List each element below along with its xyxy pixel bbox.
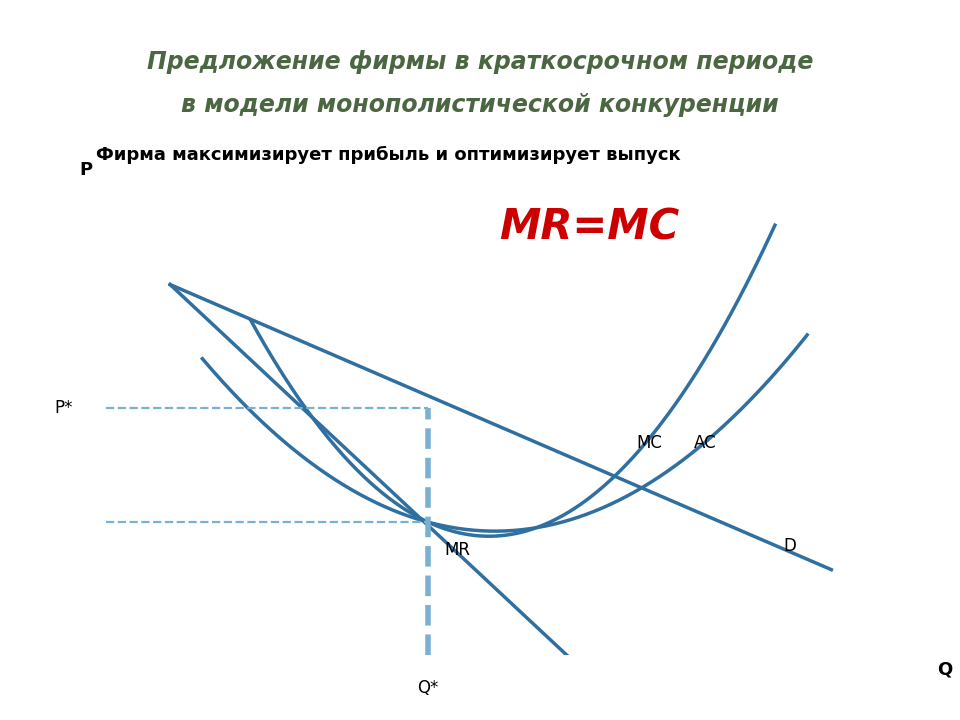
Text: P: P — [79, 161, 92, 179]
Text: Фирма максимизирует прибыль и оптимизирует выпуск: Фирма максимизирует прибыль и оптимизиру… — [96, 145, 681, 164]
Text: P*: P* — [55, 399, 73, 417]
Text: AC: AC — [694, 434, 717, 452]
Text: MC: MC — [636, 434, 662, 452]
Text: D: D — [783, 536, 796, 554]
Text: MR: MR — [444, 541, 470, 559]
Text: Предложение фирмы в краткосрочном периоде: Предложение фирмы в краткосрочном период… — [147, 50, 813, 74]
Text: Q: Q — [937, 660, 952, 678]
Text: Q*: Q* — [418, 679, 439, 697]
Text: в модели монополистической конкуренции: в модели монополистической конкуренции — [181, 93, 779, 117]
Text: MR=MC: MR=MC — [499, 207, 680, 248]
